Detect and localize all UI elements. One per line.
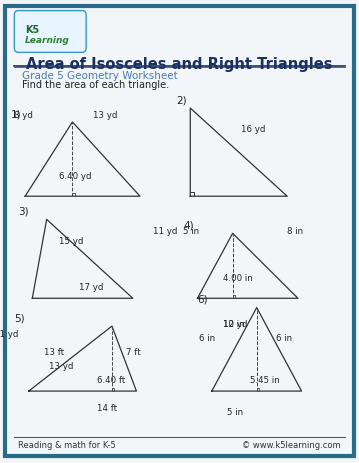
Text: 11 yd: 11 yd xyxy=(0,329,18,338)
Text: 13 yd: 13 yd xyxy=(49,361,73,370)
Text: 6): 6) xyxy=(197,294,208,304)
Text: 5.45 in: 5.45 in xyxy=(250,375,279,384)
Text: 5 in: 5 in xyxy=(227,407,243,416)
Text: 2): 2) xyxy=(176,95,187,105)
Text: 5): 5) xyxy=(14,313,25,323)
Text: 13 ft: 13 ft xyxy=(44,347,64,357)
Text: 6.40 yd: 6.40 yd xyxy=(59,171,92,181)
Text: 17 yd: 17 yd xyxy=(79,282,103,292)
Text: 6 in: 6 in xyxy=(276,333,293,343)
Text: 6 in: 6 in xyxy=(199,333,215,343)
Text: Reading & math for K-5: Reading & math for K-5 xyxy=(18,440,116,449)
FancyBboxPatch shape xyxy=(14,12,86,53)
Text: 3): 3) xyxy=(18,206,29,216)
Text: 15 yd: 15 yd xyxy=(59,236,84,245)
Text: K5: K5 xyxy=(25,25,39,35)
Text: Find the area of each triangle.: Find the area of each triangle. xyxy=(22,80,169,90)
Text: 8 in: 8 in xyxy=(287,227,303,236)
Text: 5 in: 5 in xyxy=(183,227,199,236)
Text: 14 ft: 14 ft xyxy=(97,403,117,412)
Text: © www.k5learning.com: © www.k5learning.com xyxy=(242,440,341,449)
Text: 1): 1) xyxy=(11,109,22,119)
Text: 8 yd: 8 yd xyxy=(14,111,33,120)
Text: 7 ft: 7 ft xyxy=(126,347,140,357)
Text: 6.40 ft: 6.40 ft xyxy=(97,375,125,384)
Text: 11 yd: 11 yd xyxy=(153,227,178,236)
Text: Grade 5 Geometry Worksheet: Grade 5 Geometry Worksheet xyxy=(22,70,177,81)
Text: 13 yd: 13 yd xyxy=(93,111,118,120)
Text: Learning: Learning xyxy=(25,36,70,45)
Text: 4): 4) xyxy=(183,220,194,230)
Text: 16 yd: 16 yd xyxy=(241,125,265,134)
Text: 10 in: 10 in xyxy=(223,319,244,329)
Text: Area of Isosceles and Right Triangles: Area of Isosceles and Right Triangles xyxy=(26,56,333,71)
Text: 4.00 in: 4.00 in xyxy=(223,273,252,282)
Text: 12 yd: 12 yd xyxy=(223,319,247,329)
